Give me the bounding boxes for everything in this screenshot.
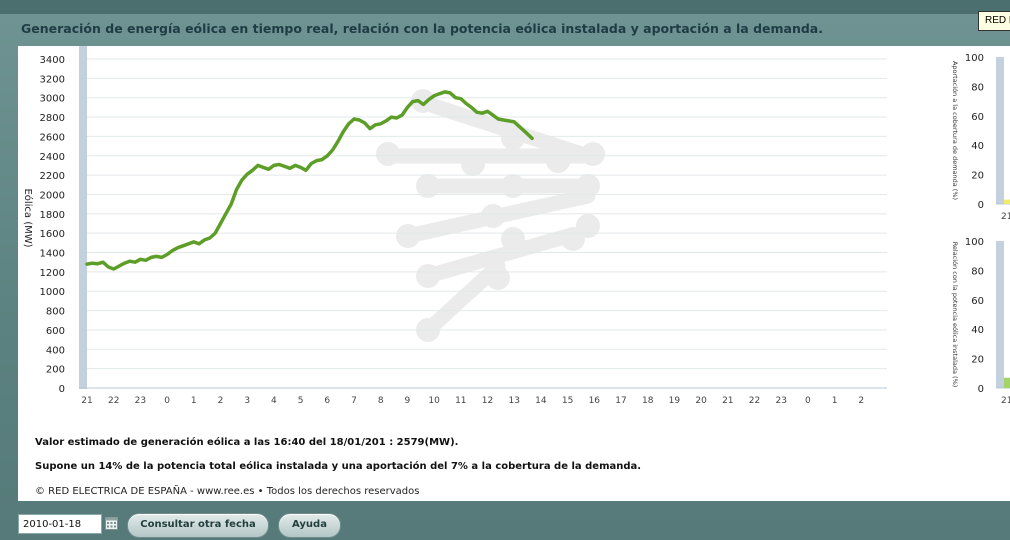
x-tick-label: 3 bbox=[244, 396, 250, 406]
y-axis-ticks: 0 200 400 600 800 1000 1200 1400 1600 1800 2000 220… bbox=[40, 55, 65, 395]
x-tick-label: 16 bbox=[589, 396, 601, 406]
side-y-tick-label: 80 bbox=[971, 266, 984, 277]
y-tick-label: 3200 bbox=[40, 74, 65, 85]
x-tick-label: 8 bbox=[378, 396, 384, 406]
side-y-tick-label: 100 bbox=[965, 237, 984, 248]
side-x-tick-label: 21 bbox=[1001, 396, 1010, 406]
y-tick-label: 800 bbox=[46, 307, 65, 318]
side-y-tick-label: 100 bbox=[965, 53, 984, 64]
help-button[interactable]: Ayuda bbox=[278, 513, 341, 538]
calendar-icon[interactable] bbox=[105, 517, 118, 530]
y-tick-label: 3400 bbox=[40, 55, 65, 66]
x-tick-label: 9 bbox=[405, 396, 411, 406]
side-x-tick-label: 21 bbox=[1001, 212, 1010, 222]
side-axis-band bbox=[996, 241, 1004, 388]
x-tick-label: 20 bbox=[695, 396, 707, 406]
x-tick-label: 21 bbox=[81, 396, 92, 406]
x-tick-label: 21 bbox=[722, 396, 733, 406]
side-y-tick-label: 40 bbox=[971, 325, 984, 336]
x-tick-label: 1 bbox=[832, 396, 838, 406]
x-tick-label: 5 bbox=[298, 396, 304, 406]
main-chart: 0200400600800100012001400160018002000220… bbox=[22, 46, 1010, 406]
side-bar bbox=[1004, 377, 1010, 388]
x-tick-label: 0 bbox=[805, 396, 811, 406]
share-text: Supone un 14% de la potencia total eólic… bbox=[35, 461, 642, 472]
side-y-tick-label: 20 bbox=[971, 171, 984, 182]
x-tick-label: 22 bbox=[749, 396, 760, 406]
y-tick-label: 2600 bbox=[40, 132, 65, 143]
side-y-tick-label: 60 bbox=[971, 296, 984, 307]
x-tick-label: 23 bbox=[775, 396, 786, 406]
copyright-text: © RED ELECTRICA DE ESPAÑA - www.ree.es •… bbox=[35, 486, 420, 497]
side-y-tick-label: 20 bbox=[971, 355, 984, 366]
side-y-tick-label: 40 bbox=[971, 141, 984, 152]
x-axis-ticks: 21 22 23 0 1 2 3 4 5 6 7 8 9 10 11 12 13 14 15 16 17 18 19 20 21… bbox=[81, 396, 864, 406]
estimate-text: Valor estimado de generación eólica a la… bbox=[35, 437, 459, 448]
side-axis-band bbox=[996, 57, 1004, 204]
x-tick-label: 19 bbox=[669, 396, 681, 406]
tooltip: RED E bbox=[978, 11, 1010, 31]
y-axis-title: Eólica (MW) bbox=[22, 188, 34, 247]
x-tick-label: 23 bbox=[135, 396, 146, 406]
y-tick-label: 1800 bbox=[40, 210, 65, 221]
side-y-tick-label: 60 bbox=[971, 112, 984, 123]
y-tick-label: 0 bbox=[59, 384, 65, 395]
y-tick-label: 400 bbox=[46, 345, 65, 356]
side-chart-installed: 0 20 40 60 80 100 21 Relación con la potencia e… bbox=[951, 237, 1010, 406]
side-y-tick-label: 0 bbox=[978, 384, 984, 395]
side-y-axis-title: Relación con la potencia eólica instalad… bbox=[951, 242, 959, 388]
side-y-axis-title: Aportación a la cobertura de demanda (%) bbox=[951, 61, 959, 200]
x-tick-label: 22 bbox=[108, 396, 119, 406]
y-tick-label: 2200 bbox=[40, 171, 65, 182]
x-tick-label: 17 bbox=[615, 396, 626, 406]
x-tick-label: 6 bbox=[324, 396, 330, 406]
x-tick-label: 12 bbox=[482, 396, 493, 406]
y-tick-label: 2400 bbox=[40, 152, 65, 163]
y-tick-label: 1600 bbox=[40, 229, 65, 240]
series-line-eolica bbox=[85, 90, 534, 271]
y-tick-label: 3000 bbox=[40, 94, 65, 105]
side-y-tick-label: 80 bbox=[971, 82, 984, 93]
x-tick-label: 13 bbox=[508, 396, 519, 406]
page-title: Generación de energía eólica en tiempo r… bbox=[21, 21, 823, 36]
date-input[interactable] bbox=[18, 514, 102, 534]
x-tick-label: 4 bbox=[271, 396, 277, 406]
x-tick-label: 0 bbox=[164, 396, 170, 406]
y-tick-label: 2800 bbox=[40, 113, 65, 124]
y-axis-band bbox=[79, 46, 87, 389]
y-tick-label: 1200 bbox=[40, 268, 65, 279]
x-tick-label: 7 bbox=[351, 396, 357, 406]
x-tick-label: 15 bbox=[562, 396, 573, 406]
y-tick-label: 2000 bbox=[40, 190, 65, 201]
side-chart-demand: 0 20 40 60 80 100 21 Aportación a la cobertura … bbox=[951, 53, 1010, 222]
x-tick-label: 1 bbox=[191, 396, 197, 406]
x-tick-label: 2 bbox=[858, 396, 864, 406]
consult-date-button[interactable]: Consultar otra fecha bbox=[127, 513, 269, 538]
x-tick-label: 18 bbox=[642, 396, 654, 406]
y-tick-label: 1000 bbox=[40, 287, 65, 298]
x-tick-label: 14 bbox=[535, 396, 547, 406]
side-bar bbox=[1004, 199, 1010, 204]
x-tick-label: 10 bbox=[428, 396, 440, 406]
y-tick-label: 200 bbox=[46, 365, 65, 376]
ree-logo-watermark bbox=[376, 89, 605, 342]
y-tick-label: 600 bbox=[46, 326, 65, 337]
side-charts: 0 20 40 60 80 100 21 Aportación a la cobertura … bbox=[951, 53, 1010, 406]
x-tick-label: 11 bbox=[455, 396, 466, 406]
side-y-tick-label: 0 bbox=[978, 200, 984, 211]
x-tick-label: 2 bbox=[218, 396, 224, 406]
window-top-bar bbox=[0, 0, 1010, 14]
y-tick-label: 1400 bbox=[40, 249, 65, 260]
chart-panel: 0 200 400 600 800 1000 1200 1400 1600 1800 2000 220… bbox=[18, 46, 1010, 501]
